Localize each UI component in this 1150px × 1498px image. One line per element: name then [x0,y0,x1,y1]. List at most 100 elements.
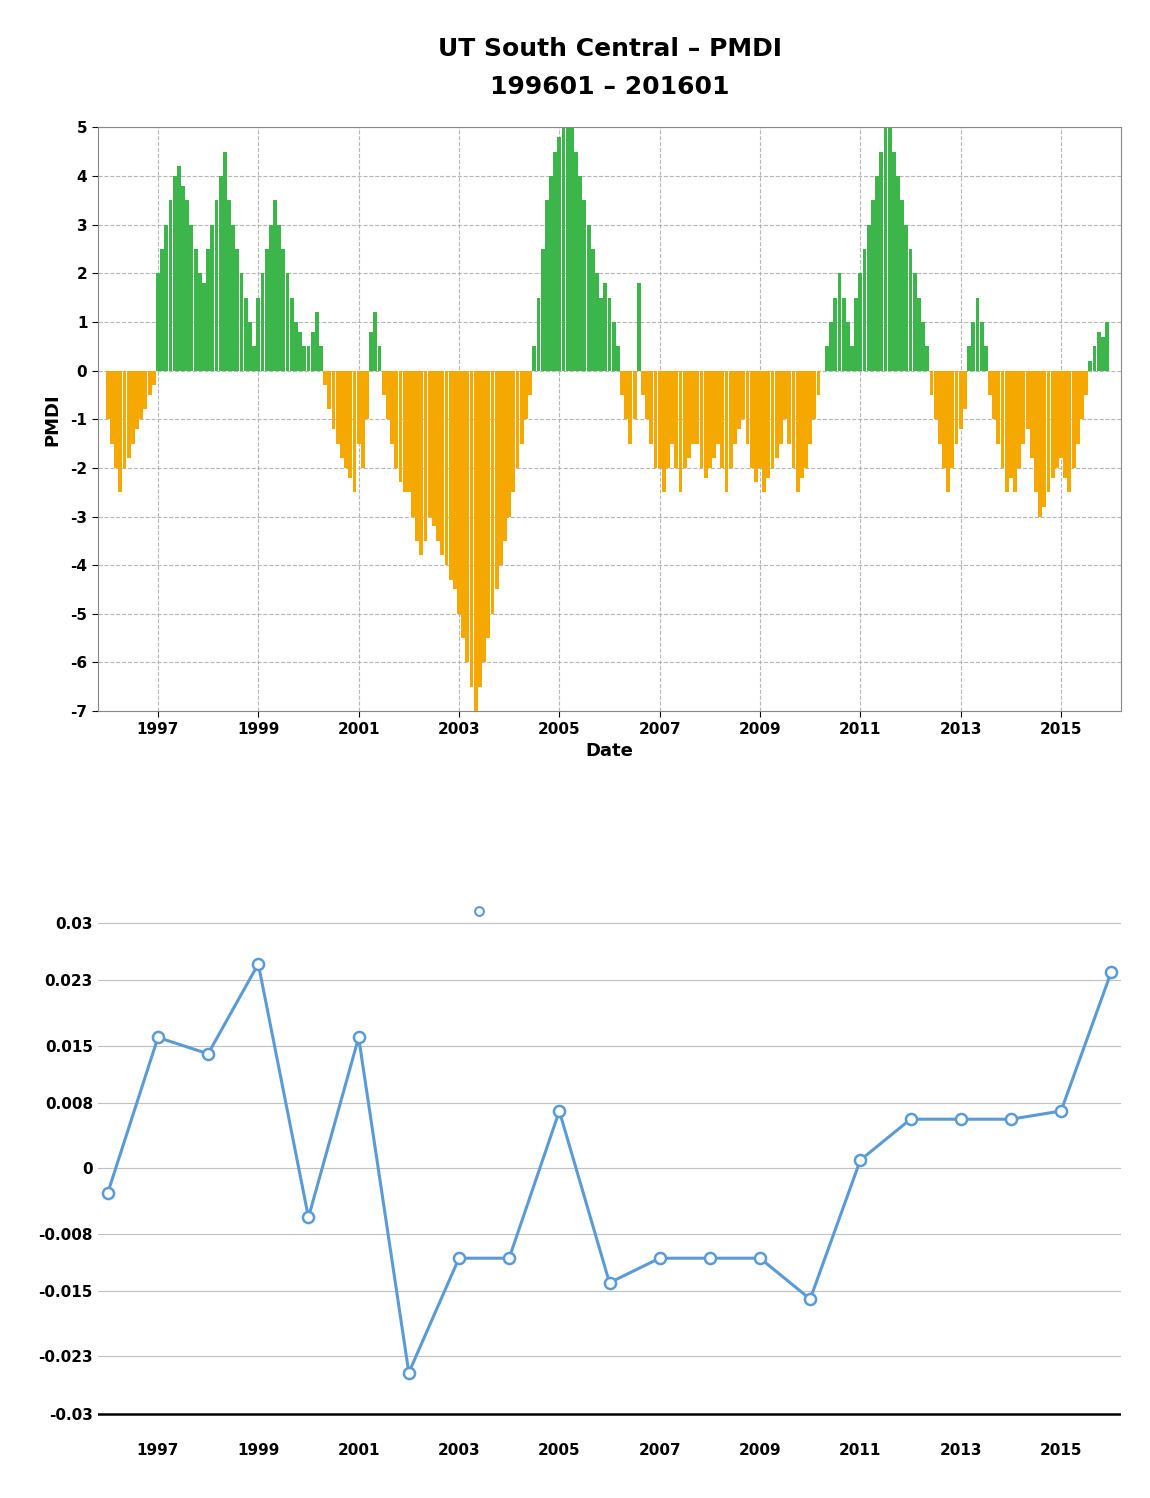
X-axis label: Date: Date [585,742,634,759]
Bar [988,370,992,395]
Bar [277,225,281,370]
Bar [1026,370,1029,428]
Bar [353,370,356,493]
Bar [436,370,440,541]
Bar [236,249,239,370]
Bar [917,298,921,370]
Bar [729,370,733,467]
Bar [307,346,310,370]
Bar [340,370,344,458]
Bar [181,186,185,370]
Bar [737,370,741,428]
Bar [766,370,771,478]
Bar [745,370,750,443]
Bar [650,370,653,443]
Bar [980,322,983,370]
Bar [190,225,193,370]
Bar [1030,370,1034,458]
Bar [193,249,198,370]
Bar [169,201,172,370]
Bar [699,370,704,467]
Bar [904,225,909,370]
Bar [1009,370,1013,478]
Bar [908,249,912,370]
Y-axis label: PMDI: PMDI [44,392,62,445]
Bar [812,370,816,419]
Bar [1005,370,1009,493]
Bar [328,370,331,409]
Bar [742,370,745,419]
Bar [900,201,904,370]
Bar [720,370,724,467]
Bar [499,370,503,565]
Bar [696,370,699,443]
Bar [264,249,269,370]
Bar [540,249,545,370]
Bar [834,298,837,370]
Bar [662,370,666,493]
Bar [683,370,687,467]
Bar [825,346,829,370]
Bar [466,370,469,662]
Bar [946,370,950,493]
Bar [136,370,139,428]
Bar [428,370,431,517]
Bar [282,249,285,370]
Bar [1034,370,1038,493]
Bar [331,370,336,428]
Bar [239,273,244,370]
Bar [612,322,615,370]
Bar [1067,370,1072,493]
Bar [754,370,758,482]
Bar [586,225,590,370]
Bar [854,298,858,370]
Bar [1092,346,1096,370]
Bar [227,201,231,370]
Bar [788,370,791,443]
Bar [867,225,871,370]
Bar [687,370,691,458]
Bar [1021,370,1026,443]
Bar [566,112,569,370]
Bar [377,346,382,370]
Bar [323,370,327,385]
Bar [1038,370,1042,517]
Bar [545,201,549,370]
Bar [494,370,499,590]
Bar [762,370,766,493]
Bar [808,370,812,443]
Bar [1018,370,1021,467]
Bar [528,370,532,395]
Bar [1064,370,1067,478]
Bar [883,127,888,370]
Bar [144,370,147,409]
Bar [972,322,975,370]
Bar [570,127,574,370]
Bar [637,283,641,370]
Bar [934,370,937,419]
Bar [185,201,189,370]
Bar [632,370,636,419]
Bar [399,370,402,482]
Bar [704,370,707,478]
Bar [837,273,842,370]
Bar [800,370,804,478]
Bar [486,370,490,638]
Bar [177,166,181,370]
Bar [294,322,298,370]
Bar [172,175,177,370]
Bar [954,370,958,443]
Bar [583,201,586,370]
Bar [796,370,799,493]
Bar [666,370,670,467]
Bar [871,201,875,370]
Bar [775,370,779,458]
Bar [461,370,465,638]
Bar [215,201,218,370]
Bar [147,370,152,395]
Bar [432,370,436,526]
Bar [984,346,988,370]
Bar [156,273,160,370]
Bar [507,370,511,517]
Bar [223,151,227,370]
